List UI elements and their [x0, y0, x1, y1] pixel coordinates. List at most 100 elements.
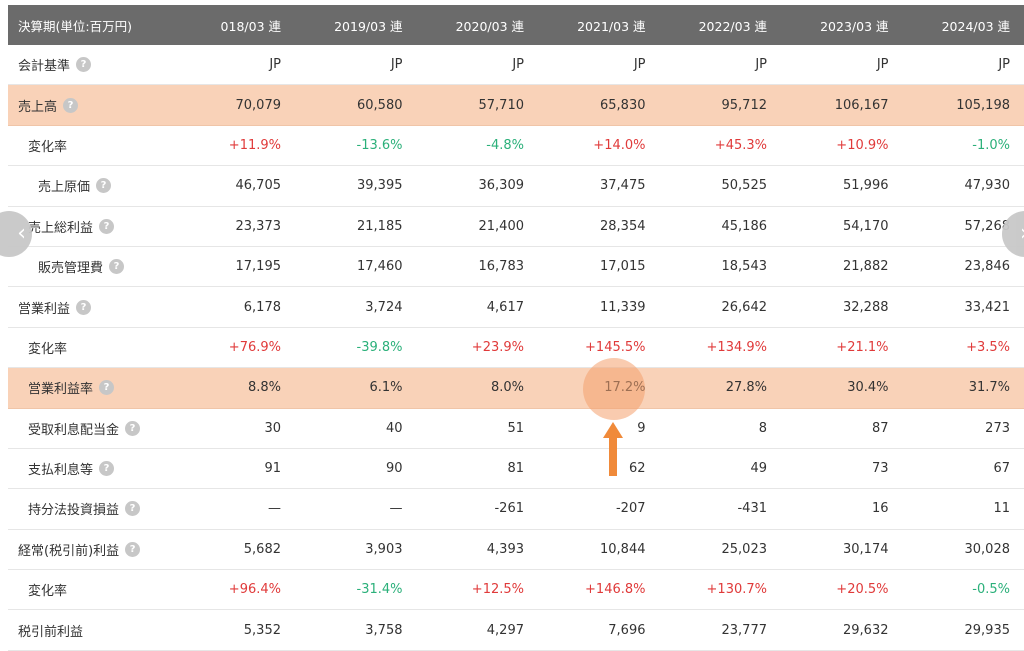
help-icon[interactable]: ?	[125, 421, 140, 436]
table-cell: 21,882	[781, 259, 903, 274]
table-cell: 4,617	[417, 300, 539, 315]
table-cell: 95,712	[660, 98, 782, 113]
period-column-header: 決算期(単位:百万円)	[8, 16, 174, 35]
table-cell: 273	[903, 421, 1024, 436]
table-cell: +11.9%	[174, 138, 296, 153]
row-label: 受取利息配当金?	[8, 419, 174, 438]
table-cell: -0.5%	[903, 582, 1024, 597]
help-icon[interactable]: ?	[99, 461, 114, 476]
table-cell: 46,705	[174, 178, 296, 193]
row-label: 経常(税引前)利益?	[8, 540, 174, 559]
row-label: 変化率	[8, 136, 174, 155]
table-cell: 16	[781, 501, 903, 516]
table-cell: 81	[417, 461, 539, 476]
table-cell: 51,996	[781, 178, 903, 193]
row-label-text: 営業利益	[18, 298, 70, 317]
table-cell: 11,339	[538, 300, 660, 315]
table-cell: 28,354	[538, 219, 660, 234]
help-icon[interactable]: ?	[76, 57, 91, 72]
help-icon[interactable]: ?	[76, 300, 91, 315]
table-cell: 87	[781, 421, 903, 436]
table-cell: JP	[903, 57, 1024, 72]
row-label-text: 経常(税引前)利益	[18, 540, 119, 559]
table-cell: 40	[295, 421, 417, 436]
up-arrow-annotation	[603, 422, 623, 476]
table-cell: 9	[538, 421, 660, 436]
table-cell: -31.4%	[295, 582, 417, 597]
help-icon[interactable]: ?	[99, 380, 114, 395]
table-cell: 4,393	[417, 542, 539, 557]
table-cell: 47,930	[903, 178, 1024, 193]
table-cell: 57,710	[417, 98, 539, 113]
row-label-text: 受取利息配当金	[28, 419, 119, 438]
table-row: 変化率+76.9%-39.8%+23.9%+145.5%+134.9%+21.1…	[8, 328, 1024, 368]
table-cell: -207	[538, 501, 660, 516]
table-cell: 30.4%	[781, 380, 903, 395]
help-icon[interactable]: ?	[96, 178, 111, 193]
row-label: 売上総利益?	[8, 217, 174, 236]
table-cell: 23,846	[903, 259, 1024, 274]
row-label-text: 営業利益率	[28, 378, 93, 397]
table-cell: 50,525	[660, 178, 782, 193]
row-label-text: 持分法投資損益	[28, 499, 119, 518]
table-cell: 27.8%	[660, 380, 782, 395]
table-cell: 21,400	[417, 219, 539, 234]
row-label-text: 販売管理費	[38, 257, 103, 276]
table-cell: 31.7%	[903, 380, 1024, 395]
table-cell: JP	[417, 57, 539, 72]
table-cell: -39.8%	[295, 340, 417, 355]
period-header: 2022/03 連	[660, 16, 782, 35]
row-label-text: 支払利息等	[28, 459, 93, 478]
table-cell: 30	[174, 421, 296, 436]
table-row: 変化率+96.4%-31.4%+12.5%+146.8%+130.7%+20.5…	[8, 570, 1024, 610]
table-cell: +146.8%	[538, 582, 660, 597]
table-cell: —	[295, 501, 417, 516]
help-icon[interactable]: ?	[125, 501, 140, 516]
table-cell: 23,373	[174, 219, 296, 234]
table-cell: 8.8%	[174, 380, 296, 395]
table-cell: 23,777	[660, 623, 782, 638]
table-cell: 3,724	[295, 300, 417, 315]
row-label: 持分法投資損益?	[8, 499, 174, 518]
table-cell: +20.5%	[781, 582, 903, 597]
table-row: 営業利益率?8.8%6.1%8.0%17.2%27.8%30.4%31.7%	[8, 368, 1024, 408]
help-icon[interactable]: ?	[63, 98, 78, 113]
help-icon[interactable]: ?	[125, 542, 140, 557]
table-cell: JP	[660, 57, 782, 72]
table-cell: 29,632	[781, 623, 903, 638]
row-label: 営業利益率?	[8, 378, 174, 397]
row-label: 支払利息等?	[8, 459, 174, 478]
help-icon[interactable]: ?	[109, 259, 124, 274]
period-header: 2023/03 連	[781, 16, 903, 35]
row-label-text: 変化率	[28, 338, 67, 357]
table-cell: 17,195	[174, 259, 296, 274]
table-cell: 17,460	[295, 259, 417, 274]
table-cell: +134.9%	[660, 340, 782, 355]
table-cell: +3.5%	[903, 340, 1024, 355]
table-cell: -261	[417, 501, 539, 516]
row-values: +96.4%-31.4%+12.5%+146.8%+130.7%+20.5%-0…	[174, 582, 1024, 597]
table-cell: 49	[660, 461, 782, 476]
table-cell: JP	[174, 57, 296, 72]
row-label: 税引前利益	[8, 621, 174, 640]
table-cell: 45,186	[660, 219, 782, 234]
help-icon[interactable]: ?	[99, 219, 114, 234]
table-cell: +96.4%	[174, 582, 296, 597]
table-cell: +45.3%	[660, 138, 782, 153]
row-label-text: 税引前利益	[18, 621, 83, 640]
table-cell: +12.5%	[417, 582, 539, 597]
table-cell: 70,079	[174, 98, 296, 113]
row-label-text: 売上総利益	[28, 217, 93, 236]
